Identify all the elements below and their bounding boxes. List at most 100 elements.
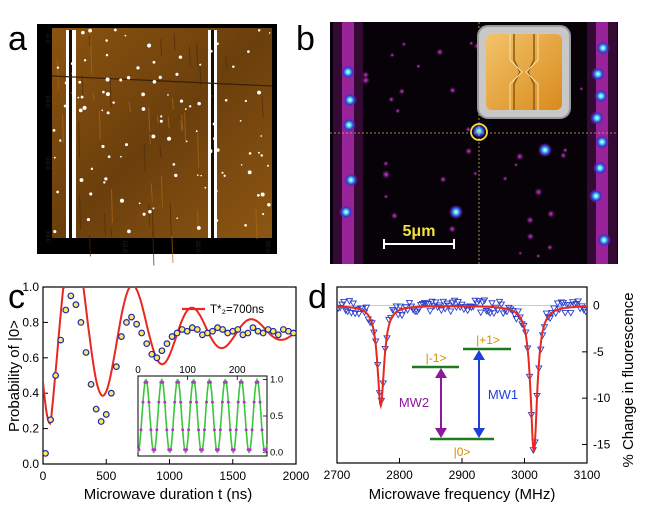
nanodiamond-dot — [101, 144, 105, 149]
inset-data-point — [236, 400, 240, 404]
afm-streak — [255, 208, 258, 240]
nanodiamond-dot — [160, 115, 163, 118]
panel-c-data-point — [77, 319, 85, 326]
afm-streak — [88, 234, 91, 257]
panel-d-ytick-label: -15 — [593, 437, 611, 451]
nanodiamond-dot — [102, 90, 105, 94]
nanodiamond-dot — [260, 154, 263, 157]
nanodiamond-dot — [174, 173, 178, 178]
nanodiamond-dot — [214, 189, 218, 193]
nanodiamond-dot — [72, 135, 75, 139]
panel-c-data-point — [234, 326, 242, 333]
inset-data-point — [179, 400, 183, 404]
panel-d-xtick-label: 2700 — [324, 468, 351, 482]
nanodiamond-dot — [89, 192, 93, 196]
nanodiamond-dot — [240, 164, 243, 166]
panel-c-data-point — [102, 411, 110, 418]
nanodiamond-dot — [175, 72, 179, 76]
afm-streak — [150, 183, 153, 202]
panel-d-data-point — [561, 310, 569, 317]
dim-fluorescent-dot — [502, 176, 508, 182]
nanodiamond-dot — [136, 66, 140, 70]
nanodiamond-dot — [103, 181, 106, 184]
level-plus1-label: |+1> — [476, 333, 500, 347]
panel-d-data-point — [490, 310, 498, 318]
panel-c-data-point — [193, 326, 201, 333]
nanodiamond-dot — [221, 171, 224, 174]
inset-data-point — [210, 400, 214, 404]
panel-d-data-point — [340, 298, 348, 306]
afm-streak — [171, 97, 174, 111]
panel-c-data-point — [123, 319, 130, 326]
panel-a-xtick: 30.0 — [264, 240, 271, 253]
nanodiamond-dot — [208, 149, 213, 154]
nanodiamond-dot — [260, 135, 263, 137]
panel-c-data-point — [97, 418, 105, 425]
nanodiamond-dot — [77, 96, 80, 99]
panel-c-data-point — [62, 306, 70, 314]
panel-c-ytick-label: 0.8 — [22, 315, 39, 329]
panel-d-data-point — [476, 309, 485, 317]
panel-d-data-point — [422, 300, 431, 308]
inset-data-point — [216, 448, 220, 452]
inset-data-point — [234, 428, 238, 432]
nanodiamond-dot — [86, 217, 91, 222]
panel-a-ytick: 30.0 — [44, 230, 51, 243]
afm-streak — [98, 110, 101, 140]
fluorescent-nv-spot — [595, 135, 609, 149]
inset-data-point — [161, 380, 165, 384]
inset-data-point — [240, 380, 244, 384]
nanodiamond-dot — [107, 155, 111, 159]
nanodiamond-dot — [257, 90, 261, 95]
nanodiamond-dot — [247, 50, 250, 53]
inset-data-point — [157, 400, 161, 404]
panel-d-data-point — [542, 310, 551, 318]
panel-d-xtick-label: 3100 — [574, 468, 601, 482]
dim-fluorescent-dot — [390, 212, 399, 220]
fluorescent-nv-spot — [596, 41, 610, 55]
dim-fluorescent-dot — [383, 160, 389, 167]
dim-fluorescent-dot — [559, 152, 567, 159]
afm-streak — [110, 228, 113, 238]
panel-d-data-point — [480, 297, 489, 305]
panel-c-data-point — [118, 333, 125, 340]
panel-d-data-point — [570, 301, 579, 309]
panel-b-device-inset-icon — [477, 25, 571, 119]
nanodiamond-dot — [212, 122, 216, 126]
panel-c-data-point — [72, 301, 80, 309]
nanodiamond-dot — [152, 60, 156, 64]
panel-d-data-point — [388, 307, 397, 314]
nanodiamond-dot — [185, 140, 188, 143]
fluorescent-nv-spot — [449, 205, 463, 219]
nanodiamond-dot — [101, 109, 104, 112]
inset-data-point — [226, 400, 230, 404]
nanodiamond-dot — [248, 152, 252, 155]
panel-c-data-point — [168, 333, 176, 340]
nanodiamond-dot — [148, 210, 152, 214]
dim-fluorescent-dot — [439, 175, 447, 183]
panel-d-data-point — [467, 304, 476, 312]
fluorescent-nv-spot — [342, 118, 356, 132]
panel-d-ylabel: % Change in fluorescence — [620, 292, 637, 467]
panel-c-data-point — [269, 327, 277, 335]
nanodiamond-dot — [104, 177, 108, 181]
inset-data-point — [173, 400, 177, 404]
afm-streak — [79, 194, 82, 230]
nanodiamond-dot — [216, 42, 219, 46]
dim-fluorescent-dot — [534, 187, 543, 197]
dim-fluorescent-dot — [562, 147, 568, 153]
fluorescent-nv-spot — [594, 89, 608, 103]
inset-data-point — [185, 448, 189, 452]
nanodiamond-dot — [247, 170, 252, 175]
dim-fluorescent-dot — [518, 251, 523, 256]
panel-d-data-point — [581, 308, 587, 316]
nanodiamond-dot — [176, 217, 178, 220]
inset-data-point — [258, 400, 262, 404]
fluorescent-nv-spot — [538, 143, 552, 157]
dim-fluorescent-dot — [546, 209, 555, 218]
panel-d-data-point — [426, 308, 434, 315]
afm-streak — [180, 120, 183, 132]
inset-data-point — [224, 380, 228, 384]
afm-streak — [197, 132, 200, 168]
